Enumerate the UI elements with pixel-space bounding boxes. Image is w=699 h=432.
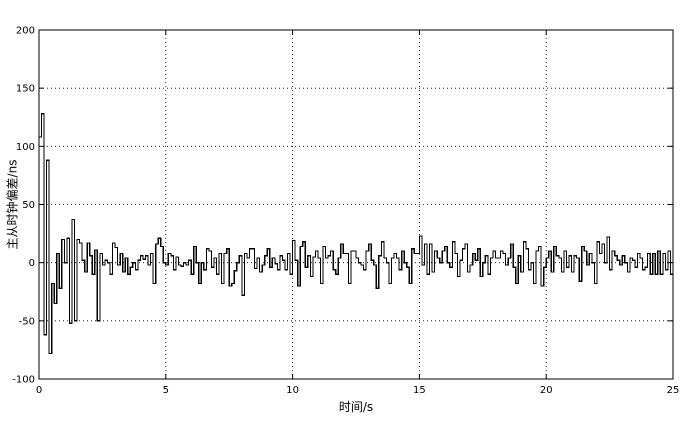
x-tick-label: 25	[667, 385, 680, 396]
x-tick-label: 10	[286, 385, 299, 396]
x-tick-label: 5	[163, 385, 169, 396]
y-axis-label: 主从时钟偏差/ns	[5, 160, 20, 250]
y-tick-label: 0	[29, 258, 35, 269]
x-tick-label: 15	[413, 385, 426, 396]
x-tick-label: 0	[36, 385, 42, 396]
y-tick-label: 50	[22, 200, 35, 211]
y-tick-label: 100	[16, 142, 35, 153]
axis-ticks: 0 5 10 15 20 25 -100 -50 0 50 100 150 200	[12, 26, 679, 397]
y-tick-label: -50	[19, 316, 35, 327]
x-axis-label: 时间/s	[339, 400, 373, 414]
x-tick-label: 20	[540, 385, 553, 396]
y-tick-label: 200	[16, 26, 35, 37]
y-tick-label: 150	[16, 84, 35, 95]
grid-lines	[39, 30, 673, 379]
series-line	[39, 113, 673, 355]
y-tick-label: -100	[12, 375, 35, 386]
